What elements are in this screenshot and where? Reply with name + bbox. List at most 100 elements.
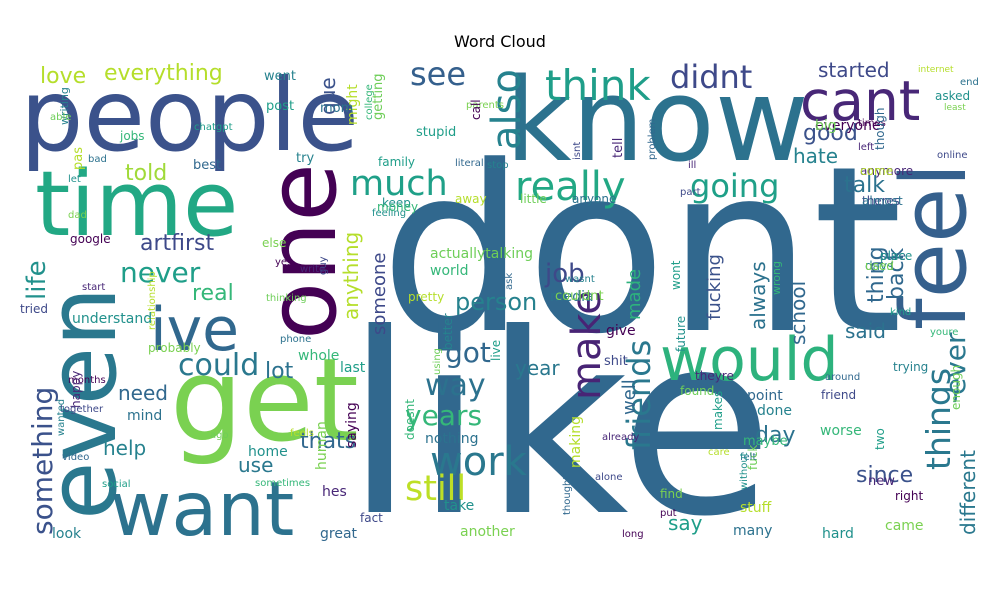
word-well: well [619, 379, 640, 415]
word-social: social [102, 479, 131, 490]
word-makes: makes [711, 391, 725, 430]
word-hard: hard [822, 526, 854, 542]
word-times: times [858, 118, 886, 129]
word-mom: mom [320, 101, 353, 116]
word-saying: saying [344, 402, 360, 448]
word-dad: dad [68, 210, 87, 221]
word-used: used [865, 259, 894, 273]
word-live: live [489, 340, 503, 361]
word-bad: bad [88, 154, 107, 165]
word-feeling: feeling [372, 208, 406, 219]
word-making: making [568, 416, 584, 468]
word-call: call [469, 99, 483, 120]
word-make: make [564, 290, 610, 400]
word-good: good [803, 121, 858, 146]
word-days: days [865, 259, 893, 273]
word-give: give [606, 323, 636, 339]
word-found: found [680, 384, 714, 398]
word-human: human [314, 421, 330, 470]
word-thats: thats [300, 429, 356, 454]
word-still: still [405, 469, 466, 509]
word-little: little [520, 192, 547, 206]
word-family: family [378, 155, 415, 169]
word-theyre: theyre [695, 369, 734, 383]
word-asked: asked [935, 89, 970, 103]
word-left: left [858, 142, 874, 153]
chart-title: Word Cloud [454, 32, 546, 51]
word-problem: problem [647, 119, 658, 160]
word-last: last [340, 360, 366, 376]
word-said: said [845, 319, 886, 343]
word-since: since [856, 463, 913, 488]
word-whole: whole [298, 348, 339, 364]
word-wasnt: wasnt [565, 274, 595, 285]
word-even: even [28, 287, 138, 520]
word-way: way [425, 368, 486, 403]
word-thinking: thinking [266, 293, 307, 304]
word-need: need [118, 381, 168, 405]
word-put: put [660, 508, 677, 519]
word-feel: feel [882, 163, 987, 330]
word-think: think [545, 61, 651, 110]
word-isnt: isnt [572, 142, 583, 160]
word-maybe: maybe [743, 434, 788, 449]
word-want: want [110, 465, 294, 553]
word-post: post [266, 99, 294, 114]
word-using: using [432, 348, 443, 375]
word-parents: parents [466, 100, 504, 111]
word-que: que [316, 77, 340, 115]
word-new: new [868, 474, 895, 489]
word-happy: happy [69, 371, 83, 408]
word-dont: dont [380, 118, 903, 385]
word-care: care [708, 447, 730, 458]
word-almost: almost [862, 194, 903, 208]
word-money: money [377, 200, 418, 214]
word-cant: cant [800, 69, 920, 133]
word-hate: hate [793, 144, 838, 168]
word-anyone: anyone [572, 192, 616, 206]
word-home: home [248, 444, 288, 460]
word-someone: someone [369, 253, 390, 336]
word-day: day [755, 423, 795, 448]
word-use: use [238, 453, 273, 477]
word-else: else [262, 236, 286, 250]
word-better: better [441, 313, 455, 350]
word-school: school [786, 281, 810, 345]
word-pretty: pretty [408, 290, 444, 304]
word-ill: ill [688, 160, 696, 171]
word-chatgpt: chatgpt [194, 122, 233, 133]
word-jobs: jobs [119, 129, 145, 143]
word-anymore: anymore [860, 164, 913, 178]
word-find: find [660, 487, 683, 501]
word-try: try [296, 151, 314, 166]
word-write: write [300, 264, 325, 275]
word-always: always [746, 261, 770, 330]
word-people: people [20, 57, 359, 174]
word-without: without [739, 452, 750, 490]
word-tell: tell [611, 138, 626, 158]
word-place: place [880, 249, 912, 263]
word-least: least [944, 103, 966, 113]
word-got: got [445, 336, 491, 369]
word-media: media [550, 289, 594, 305]
word-talk: talk [844, 173, 885, 198]
word-might: might [345, 84, 361, 125]
word-done: done [757, 403, 792, 419]
word-ive: ive [150, 295, 239, 365]
word-different: different [956, 450, 980, 535]
word-around: around [825, 372, 860, 383]
word-guy: guy [318, 256, 329, 275]
word-work: work [430, 439, 528, 485]
word-wont: wont [669, 260, 683, 290]
word-get: get [170, 334, 359, 468]
word-stupid: stupid [416, 125, 456, 140]
word-never: never [120, 256, 201, 289]
word-ask: ask [504, 273, 515, 290]
word-years: years [405, 399, 482, 432]
word-artfirst: artfirst [140, 231, 215, 256]
word-best: best [193, 158, 221, 173]
word-everyone: everyone [815, 118, 881, 134]
word-right: right [895, 489, 923, 503]
word-help: help [103, 436, 146, 460]
word-going: going [690, 167, 779, 205]
